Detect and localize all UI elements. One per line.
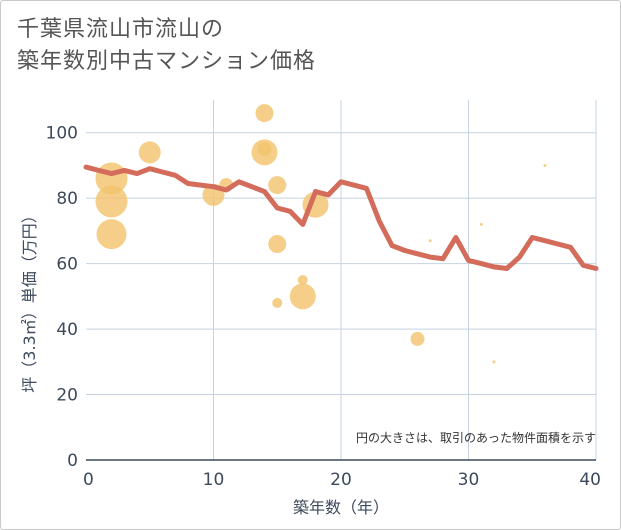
grid (86, 100, 597, 461)
data-point (272, 297, 283, 308)
data-point (257, 142, 272, 157)
x-tick-label: 40 (579, 470, 601, 490)
data-point (138, 141, 161, 164)
ticks: 0 20 40 60 80 100 0 10 20 30 40 (46, 124, 601, 490)
data-point (255, 104, 274, 123)
x-tick-label: 0 (83, 470, 94, 490)
x-tick-label: 10 (203, 470, 225, 490)
x-tick-label: 30 (458, 470, 480, 490)
chart-title-line-1: 千葉県流山市流山の (17, 17, 225, 42)
data-point (95, 185, 128, 218)
data-point (96, 219, 127, 250)
chart-title-line-2: 築年数別中古マンション価格 (17, 49, 317, 74)
data-point (268, 235, 287, 253)
y-tick-label: 100 (46, 124, 78, 144)
y-tick-label: 80 (56, 189, 78, 209)
data-point (289, 283, 316, 310)
y-tick-label: 0 (67, 451, 78, 471)
data-point (268, 176, 287, 195)
x-axis-title: 築年数（年） (293, 498, 389, 517)
data-point (479, 222, 483, 226)
line-series (83, 164, 599, 271)
data-point (410, 331, 425, 346)
data-point (492, 360, 496, 364)
chart-title: 千葉県流山市流山の 築年数別中古マンション価格 (17, 14, 316, 78)
bubble-series (95, 104, 547, 364)
data-point (297, 275, 308, 285)
y-tick-label: 40 (56, 320, 78, 340)
y-axis-title: 坪（3.3㎡）単価（万円） (20, 207, 39, 392)
data-point (428, 239, 432, 243)
x-tick-label: 20 (330, 470, 352, 490)
average-price-line (83, 164, 599, 271)
data-point (543, 163, 547, 167)
size-legend-note: 円の大きさは、取引のあった物件面積を示す (356, 430, 596, 445)
y-tick-label: 20 (56, 386, 78, 406)
y-tick-label: 60 (56, 255, 78, 275)
